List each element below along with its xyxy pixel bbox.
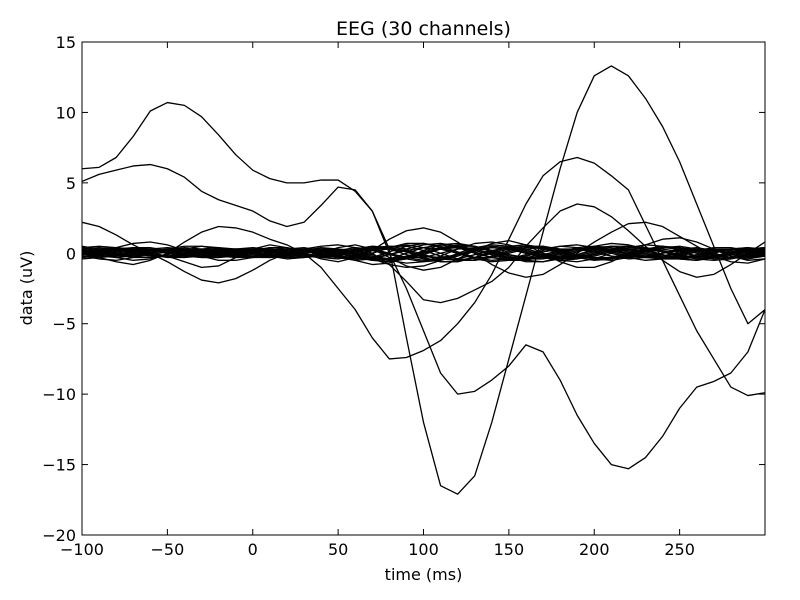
y-axis-ticks: −20 −15 −10 −5 0 5 10 15 [42, 33, 765, 545]
channel-line-5 [82, 221, 765, 278]
channel-line-30 [82, 247, 765, 259]
plot-frame [81, 41, 766, 536]
y-axis-label: data (uV) [17, 251, 36, 326]
y-tick-label: −10 [42, 385, 76, 404]
y-tick-label: −15 [42, 456, 76, 475]
x-axis-ticks: −100 −50 0 50 100 150 200 250 [60, 42, 695, 559]
x-tick-label: 0 [248, 540, 258, 559]
y-tick-label: −5 [52, 315, 76, 334]
x-tick-label: 150 [494, 540, 525, 559]
y-tick-label: 5 [66, 174, 76, 193]
y-tick-label: 15 [56, 33, 76, 52]
x-tick-label: −50 [150, 540, 184, 559]
series-group [82, 65, 765, 495]
y-tick-label: −20 [42, 526, 76, 545]
channel-line-3 [82, 156, 765, 397]
channel-line-6 [82, 237, 765, 271]
y-tick-label: 10 [56, 103, 76, 122]
channel-line-29 [82, 247, 765, 259]
x-tick-label: 50 [328, 540, 348, 559]
x-tick-label: 200 [579, 540, 610, 559]
x-tick-label: −100 [60, 540, 104, 559]
y-tick-label: 0 [66, 244, 76, 263]
chart-title: EEG (30 channels) [336, 18, 511, 40]
channel-line-2 [82, 65, 765, 495]
x-axis-label: time (ms) [385, 565, 463, 584]
channel-line-1 [82, 101, 765, 470]
x-tick-label: 250 [664, 540, 695, 559]
x-tick-label: 100 [408, 540, 439, 559]
